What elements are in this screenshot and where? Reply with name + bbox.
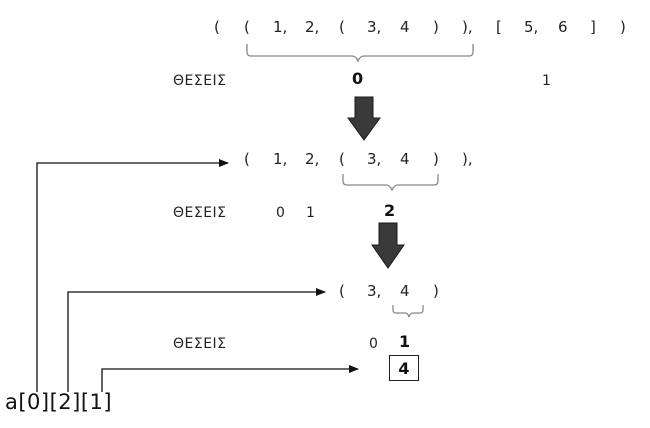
row3-index: 1 (399, 332, 411, 351)
row1-token: 3, (367, 18, 382, 36)
row2-index: 2 (384, 201, 396, 220)
row2-index: 0 (276, 205, 285, 221)
down-arrow-1 (347, 96, 381, 141)
row1-token: ), (462, 18, 473, 36)
row2-index: 1 (306, 205, 315, 221)
connector-arrow-index2 (67, 288, 326, 392)
down-arrow-2 (371, 222, 405, 269)
row2-token: 4 (400, 150, 410, 168)
row2-token: 3, (367, 150, 382, 168)
row1-token: [ (496, 18, 502, 36)
connector-arrow-index1 (101, 365, 359, 392)
row1-token: 4 (400, 18, 410, 36)
row1-token: ( (244, 18, 250, 36)
row1-token: 2, (305, 18, 320, 36)
connector-arrow-index0 (36, 159, 229, 392)
row1-token: ] (590, 18, 596, 36)
brace-row2-index2 (342, 174, 439, 192)
row3-index: 0 (369, 336, 378, 352)
row1-token: ( (339, 18, 345, 36)
row1-token: 5, (524, 18, 539, 36)
row3-positions-label: ΘΕΣΕΙΣ (173, 336, 227, 352)
row3-token: ) (433, 282, 439, 300)
result-value-box: 4 (389, 355, 419, 381)
row2-token: ), (462, 150, 473, 168)
row1-token: 6 (558, 18, 568, 36)
row1-index: 1 (542, 73, 551, 89)
row2-token: 1, (273, 150, 288, 168)
row2-positions-label: ΘΕΣΕΙΣ (173, 205, 227, 221)
row1-token: ) (620, 18, 626, 36)
row2-token: ( (339, 150, 345, 168)
row3-token: 4 (400, 282, 410, 300)
brace-row1-index0 (246, 44, 474, 63)
row3-token: ( (339, 282, 345, 300)
row3-token: 3, (367, 282, 382, 300)
row1-token: ) (433, 18, 439, 36)
row2-token: ( (244, 150, 250, 168)
row2-token: ) (433, 150, 439, 168)
row1-token: ( (214, 18, 220, 36)
row2-token: 2, (305, 150, 320, 168)
row1-token: 1, (273, 18, 288, 36)
index-expression: a[0][2][1] (5, 390, 113, 414)
brace-row3-index1 (392, 305, 424, 318)
row1-index: 0 (352, 69, 364, 88)
row1-positions-label: ΘΕΣΕΙΣ (173, 73, 227, 89)
